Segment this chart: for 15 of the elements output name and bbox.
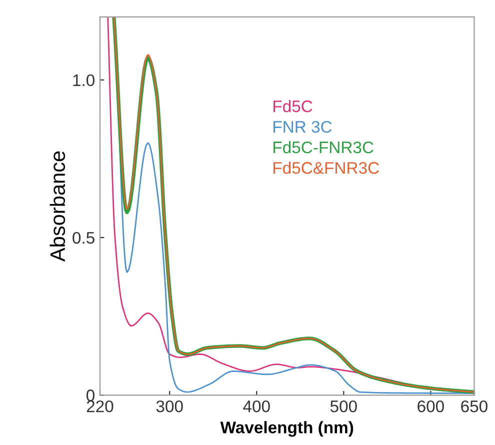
x-axis-title: Wavelength (nm) [220,421,354,437]
x-tick-label: 400 [243,400,270,412]
text: Fd5C-FNR3C [274,141,374,154]
y-tick-label: 0 [86,390,94,402]
y-axis-title: Absorbance [50,151,66,262]
x-tick-label: 300 [156,400,183,412]
text: Fd5C&FNR3C [274,162,379,174]
x-tick-label: 500 [330,400,357,412]
x-tick-label: 600 [418,400,444,412]
text: Fd5C [274,100,312,112]
text: FNR 3C [274,120,332,133]
x-tick-label: 220 [86,400,114,412]
y-tick-label: 1.0 [73,74,94,86]
x-tick-label: 650 [461,400,488,412]
y-tick-label: 0.5 [72,232,94,244]
